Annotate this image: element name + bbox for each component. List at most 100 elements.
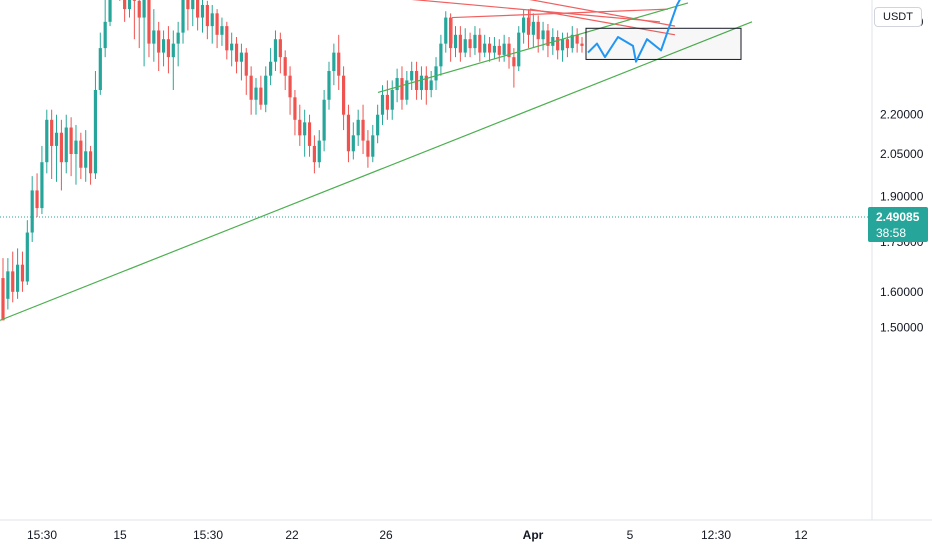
candle-body (166, 39, 171, 58)
candle-body (580, 43, 584, 46)
candle-body (439, 43, 443, 67)
candle-body (497, 45, 501, 55)
candle-body (230, 43, 234, 51)
resistance-trendline[interactable] (529, 8, 676, 36)
candle-body (6, 271, 10, 299)
candle-body (244, 52, 248, 76)
candle-body (337, 52, 341, 76)
candle-body (288, 75, 292, 98)
candle-body (526, 17, 531, 35)
candle-body (380, 94, 385, 115)
candle-body (536, 21, 540, 40)
support-trendline[interactable] (377, 2, 689, 94)
price-tick-label: 1.90000 (880, 189, 924, 203)
candle-body (103, 21, 107, 49)
candle-body (492, 45, 497, 53)
candle-body (376, 114, 380, 136)
candle-body (45, 119, 49, 163)
candle-body (507, 43, 511, 58)
candle-body (327, 70, 331, 100)
candle-body (273, 39, 278, 62)
candle-body (93, 90, 98, 174)
candle-body (142, 0, 146, 18)
candle-body (278, 39, 282, 58)
candle-body (127, 0, 132, 10)
candle-body (20, 264, 25, 282)
candle-body (424, 75, 428, 91)
candle-body (395, 78, 399, 91)
currency-badge[interactable]: USDT (874, 7, 922, 27)
candle-body (152, 30, 156, 44)
candle-body (502, 43, 506, 55)
candle-body (385, 94, 389, 110)
time-tick-label: Apr (523, 528, 544, 542)
consolidation-box[interactable] (585, 27, 742, 60)
candle-body (186, 0, 190, 10)
candle-body (444, 17, 448, 44)
candle-body (351, 135, 355, 152)
bar-countdown: 38:58 (876, 226, 907, 240)
candle-body (108, 0, 112, 22)
trendline-drawings[interactable] (0, 0, 753, 321)
candle-body (123, 0, 127, 10)
candle-body (473, 34, 477, 49)
candle-body (371, 135, 375, 157)
candle-body (429, 80, 433, 91)
candle-body (414, 70, 419, 91)
resistance-trendline[interactable] (137, 0, 676, 27)
candle-body (84, 151, 88, 168)
candle-body (264, 75, 268, 105)
candle-body (410, 70, 414, 81)
candle-body (283, 57, 287, 76)
candle-body (487, 43, 492, 53)
candle-body (11, 271, 15, 292)
candle-body (191, 0, 195, 10)
candle-body (50, 119, 54, 146)
candle-body (98, 48, 102, 91)
price-tick-label: 2.20000 (880, 108, 924, 122)
candle-body (200, 4, 205, 18)
candle-body (74, 140, 78, 154)
candle-body (147, 0, 151, 44)
projection-path[interactable] (587, 0, 710, 63)
candle-body (249, 75, 253, 100)
price-axis: 1.500001.600001.750001.900002.050002.200… (880, 15, 924, 335)
candle-body (468, 39, 472, 49)
time-tick-label: 22 (285, 528, 299, 542)
candle-body (171, 43, 175, 58)
time-tick-label: 12 (794, 528, 808, 542)
candle-body (181, 0, 185, 33)
candle-body (453, 34, 458, 49)
time-tick-label: 26 (379, 528, 393, 542)
candle-body (15, 264, 20, 292)
current-price-value: 2.49085 (876, 210, 920, 224)
candle-body (332, 52, 336, 71)
candle-body (517, 32, 521, 67)
candle-body (390, 90, 394, 110)
price-tick-label: 1.50000 (880, 321, 924, 335)
candle-body (35, 190, 39, 209)
candle-body (366, 140, 370, 157)
resistance-trendline[interactable] (451, 8, 669, 19)
time-axis: 15:30 15 15:30 22 26 Apr 5 12:30 12 (27, 528, 808, 542)
candle-body (69, 127, 73, 154)
resistance-trendline[interactable] (203, 0, 661, 23)
candle-body (307, 122, 312, 146)
candle-body (531, 21, 535, 35)
candle-body (196, 0, 200, 18)
candle-body (293, 97, 297, 120)
candle-body (239, 52, 244, 62)
candle-body (458, 34, 462, 53)
support-trendline[interactable] (0, 21, 753, 321)
candle-body (269, 61, 273, 76)
candle-body (234, 43, 239, 62)
candle-body (522, 17, 526, 33)
candle-body (541, 30, 545, 40)
candle-body (400, 78, 404, 100)
currency-label: USDT (883, 11, 913, 23)
candle-body (560, 39, 565, 51)
time-tick-label: 15 (113, 528, 127, 542)
candle-body (356, 119, 360, 136)
candle-body (205, 4, 209, 27)
